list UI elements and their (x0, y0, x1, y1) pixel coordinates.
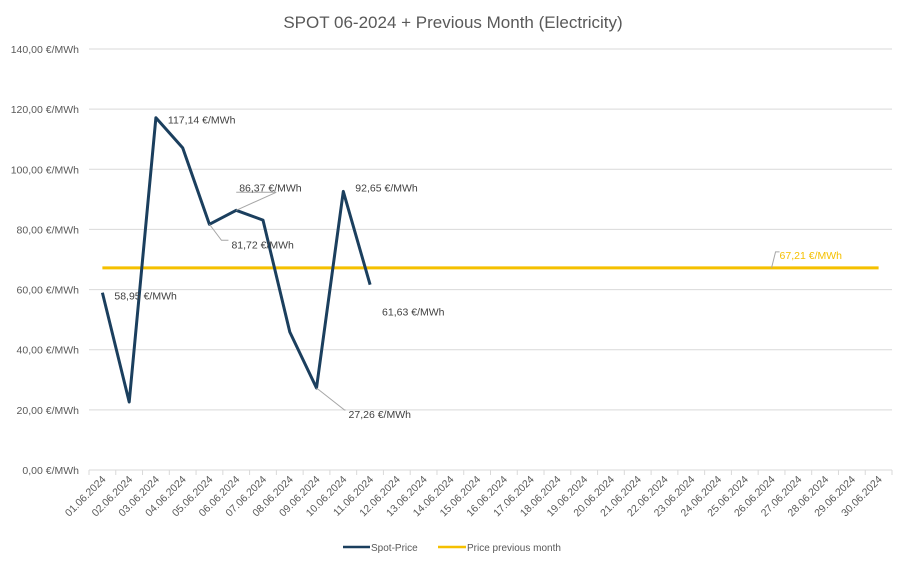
series-group (100, 116, 879, 404)
gridlines (89, 48, 892, 471)
chart-title: SPOT 06-2024 + Previous Month (Electrici… (283, 13, 622, 32)
y-axis: 0,00 €/MWh 20,00 €/MWh 40,00 €/MWh 60,00 €/… (11, 44, 79, 477)
data-label: 117,14 €/MWh (168, 115, 236, 127)
y-tick-label: 0,00 €/MWh (22, 465, 79, 477)
data-label: 61,63 €/MWh (382, 307, 445, 319)
legend: Spot-Price Price previous month (343, 543, 561, 554)
data-label: 92,65 €/MWh (355, 182, 418, 194)
data-labels: 58,95 €/MWh 117,14 €/MWh 81,72 €/MWh 86,37 … (114, 115, 842, 421)
label-leader-line (771, 251, 780, 269)
label-leader-line (209, 223, 229, 241)
y-tick-label: 100,00 €/MWh (11, 164, 79, 176)
data-label: 81,72 €/MWh (231, 239, 294, 251)
legend-label-previous-month: Price previous month (467, 543, 561, 554)
series-line-spot-price (100, 116, 372, 404)
legend-label-spot-price: Spot-Price (371, 543, 418, 554)
label-leader-line (236, 191, 277, 211)
y-tick-label: 60,00 €/MWh (17, 285, 80, 297)
data-label: 27,26 €/MWh (349, 409, 412, 421)
data-label: 58,95 €/MWh (114, 291, 177, 303)
x-axis: 01.06.202402.06.202403.06.202404.06.2024… (63, 470, 893, 519)
data-label: 67,21 €/MWh (780, 250, 843, 262)
y-tick-label: 140,00 €/MWh (11, 44, 79, 56)
label-leader-line (316, 387, 346, 411)
y-tick-label: 20,00 €/MWh (17, 405, 80, 417)
y-tick-label: 120,00 €/MWh (11, 104, 79, 116)
data-label: 86,37 €/MWh (239, 182, 302, 194)
y-tick-label: 40,00 €/MWh (17, 345, 80, 357)
y-tick-label: 80,00 €/MWh (17, 224, 80, 236)
